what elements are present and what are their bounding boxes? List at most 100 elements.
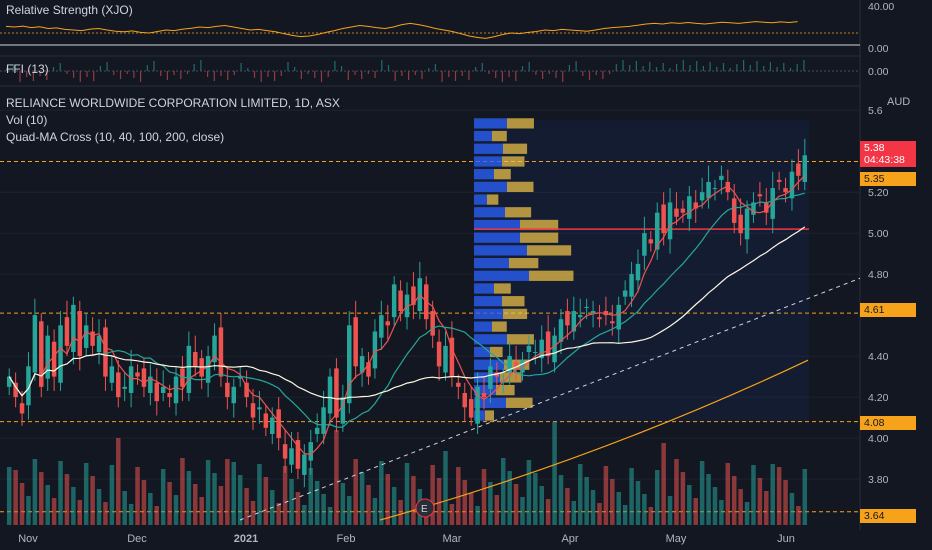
ffi-bar — [280, 71, 282, 76]
price-tick-label: 3.80 — [868, 474, 889, 486]
volume-profile-bar-down — [496, 384, 515, 396]
volume-profile-bar-up — [474, 359, 504, 370]
candle-body — [629, 274, 634, 297]
candle-body — [731, 198, 737, 223]
volume-bar — [731, 476, 737, 525]
candle-body — [353, 317, 358, 367]
volume-bar — [180, 458, 185, 525]
candle-body — [719, 175, 724, 180]
candle-body — [308, 442, 314, 461]
volume-bar — [64, 474, 70, 525]
candle-body — [712, 188, 718, 190]
ffi-bar — [26, 71, 28, 77]
ffi-bar — [595, 71, 597, 75]
volume-bar — [776, 467, 782, 525]
volume-bar — [13, 470, 18, 525]
volume-bar — [603, 466, 609, 525]
volume-bar — [494, 495, 500, 525]
volume-profile-bar-up — [474, 232, 520, 243]
volume-profile-bar-up — [474, 130, 492, 142]
candle-body — [83, 325, 89, 348]
candle-body — [19, 403, 25, 414]
ffi-bar — [52, 67, 55, 71]
ffi-bar — [676, 64, 678, 71]
ffi-bar — [521, 66, 524, 71]
candle-body — [584, 306, 589, 308]
ffi-bar — [119, 71, 122, 79]
candle-body — [263, 413, 269, 428]
ffi-bar — [655, 67, 658, 71]
candle-body — [610, 321, 615, 324]
volume-profile-bar-down — [485, 410, 494, 421]
candle-body — [635, 263, 641, 281]
volume-bar — [51, 498, 57, 525]
volume-bar — [334, 430, 339, 525]
ffi-bar — [86, 71, 88, 77]
legend-symbol[interactable]: RELIANCE WORLDWIDE CORPORATION LIMITED, … — [6, 96, 340, 110]
ffi-bar — [160, 71, 162, 76]
ffi-bar — [568, 65, 570, 71]
ffi-bar — [39, 71, 41, 76]
volume-bar — [167, 482, 172, 525]
volume-bar — [642, 494, 647, 525]
volume-bar — [276, 503, 281, 525]
volume-bar — [385, 474, 390, 525]
volume-profile-bar-up — [474, 283, 494, 294]
ffi-bar — [588, 71, 591, 80]
candle-body — [411, 286, 416, 305]
ffi-bar — [702, 66, 704, 71]
candle-body — [481, 392, 487, 398]
candle-body — [796, 163, 801, 176]
volume-profile-bar-up — [474, 296, 502, 307]
volume-bar — [481, 469, 487, 525]
volume-bar — [802, 469, 808, 525]
volume-bar — [680, 472, 686, 525]
ffi-bar — [615, 64, 617, 71]
level-tag-5-35: 5.35 — [860, 172, 916, 186]
ffi-bar — [153, 61, 155, 71]
ffi-bar — [495, 71, 497, 78]
legend-quad-ma[interactable]: Quad-MA Cross (10, 40, 100, 200, close) — [6, 130, 225, 144]
ffi-bar — [421, 71, 423, 79]
volume-bar — [135, 467, 140, 525]
volume-bar — [302, 505, 307, 525]
ffi-bar — [783, 63, 785, 71]
ffi-bar — [73, 71, 75, 78]
volume-bar — [590, 490, 596, 525]
volume-profile-bar-down — [492, 130, 507, 142]
ffi-bar — [361, 71, 363, 79]
ffi-bar — [334, 61, 336, 71]
volume-bar — [571, 501, 577, 525]
candle-body — [577, 315, 583, 318]
currency-label[interactable]: AUD — [887, 96, 911, 108]
volume-bar — [770, 464, 775, 525]
volume-bar — [45, 485, 50, 525]
volume-bar — [411, 476, 416, 525]
candle-body — [6, 376, 12, 387]
ma200-line — [379, 359, 809, 521]
legend-vol[interactable]: Vol (10) — [6, 113, 48, 127]
candle-body — [699, 192, 705, 201]
candle-body — [314, 427, 320, 434]
candle-body — [295, 440, 301, 469]
candle-body — [109, 366, 115, 383]
legend-rs: Relative Strength (XJO) — [6, 3, 133, 17]
ffi-bar — [381, 60, 383, 71]
volume-bar — [725, 463, 731, 525]
candle-body — [244, 382, 249, 398]
ffi-bar — [354, 71, 356, 75]
price-tick-label: 4.80 — [868, 269, 889, 281]
volume-bar — [77, 500, 83, 525]
ffi-bar — [113, 71, 115, 75]
ffi-bar — [408, 71, 410, 80]
ffi-bar — [736, 64, 738, 71]
ffi-bar — [481, 63, 483, 71]
volume-bar — [148, 493, 153, 525]
candle-body — [122, 386, 127, 389]
ffi-bar — [501, 71, 503, 82]
volume-bar — [622, 505, 628, 525]
time-axis-label: Feb — [337, 533, 356, 545]
volume-profile-bar-up — [474, 156, 502, 167]
candle-body — [526, 345, 532, 352]
